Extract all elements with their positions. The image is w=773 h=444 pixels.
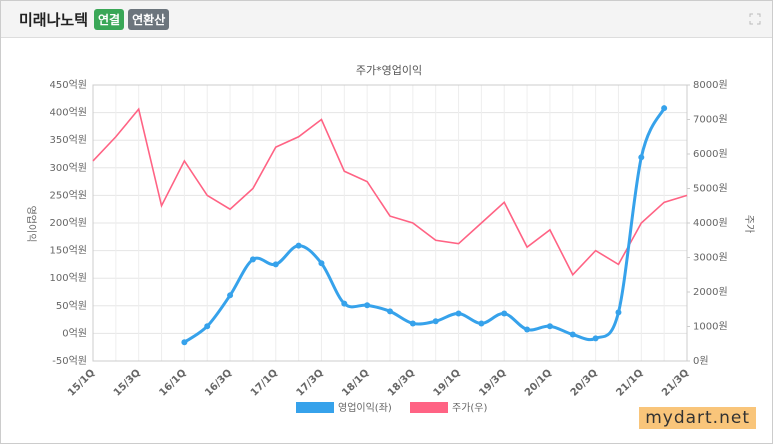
- point: [227, 292, 234, 299]
- y2-tick-label: 4000원: [693, 217, 728, 229]
- badge[interactable]: 연결: [94, 8, 125, 30]
- y-tick-label: 250억원: [50, 189, 88, 201]
- y2-tick-label: 3000원: [693, 252, 728, 264]
- chart: 주가*영업이익 영업이익 주가 -50억원 0억원 50억원 100억원 150억원 20…: [25, 64, 755, 414]
- legend-label: 주가(우): [452, 402, 488, 414]
- point: [318, 260, 325, 267]
- y2-tick-label: 6000원: [693, 148, 728, 160]
- point: [181, 339, 188, 346]
- watermark: mydart.net: [639, 407, 756, 429]
- expand-icon[interactable]: [749, 13, 761, 25]
- y2-tick-label: 7000원: [693, 114, 728, 126]
- x-tick-label: 17/3Q: [295, 367, 326, 398]
- series-line: [92, 107, 688, 277]
- y-tick-label: 0억원: [62, 327, 87, 339]
- x-tick-label: 19/1Q: [432, 367, 463, 398]
- x-tick-label: 21/1Q: [614, 367, 645, 398]
- y2-tick-label: 1000원: [693, 321, 728, 333]
- y-tick-label: 300억원: [50, 162, 88, 174]
- point: [615, 309, 622, 316]
- y-tick-label: 150억원: [50, 245, 88, 257]
- x-tick-label: 21/3Q: [660, 367, 691, 398]
- y-tick-label: 350억원: [50, 134, 88, 146]
- point: [364, 302, 371, 309]
- point: [569, 331, 576, 338]
- y2-tick-label: 8000원: [693, 79, 728, 91]
- header: 미래나노텍 연결 연환산: [1, 1, 772, 38]
- point: [295, 242, 302, 249]
- x-tick-label: 16/1Q: [157, 367, 188, 398]
- point: [501, 310, 508, 317]
- point: [592, 335, 599, 342]
- y-tick-label: -50억원: [52, 355, 87, 367]
- point: [638, 154, 645, 161]
- point: [409, 320, 416, 327]
- legend-swatch: [296, 402, 334, 413]
- x-tick-label: 16/3Q: [203, 367, 234, 398]
- point: [204, 323, 211, 330]
- y2-tick-label: 5000원: [693, 183, 728, 195]
- point: [455, 310, 462, 317]
- company-title: 미래나노텍: [19, 10, 89, 29]
- x-tick-label: 15/1Q: [66, 367, 97, 398]
- point: [661, 105, 668, 112]
- point: [272, 261, 279, 268]
- y-tick-label: 200억원: [50, 217, 88, 229]
- badge[interactable]: 연환산: [128, 8, 170, 30]
- y-tick-label: 100억원: [50, 272, 88, 284]
- x-tick-label: 19/3Q: [477, 367, 508, 398]
- x-tick-label: 18/3Q: [386, 367, 417, 398]
- point: [341, 300, 348, 307]
- point: [478, 320, 485, 327]
- y2-axis-title: 주가: [743, 215, 755, 233]
- plot-border: [92, 84, 688, 362]
- y-tick-label: 400억원: [50, 107, 88, 119]
- x-tick-label: 20/1Q: [523, 367, 554, 398]
- x-tick-label: 20/3Q: [569, 367, 600, 398]
- y2-tick-label: 0원: [693, 355, 709, 367]
- point: [546, 323, 553, 330]
- legend-label: 영업이익(좌): [338, 401, 392, 414]
- point: [387, 308, 393, 315]
- y2-tick-label: 2000원: [693, 286, 728, 298]
- series-line: [183, 107, 666, 344]
- x-tick-label: 18/1Q: [340, 367, 371, 398]
- y-tick-label: 450억원: [50, 79, 88, 91]
- point: [249, 256, 256, 263]
- y-axis-title: 영업이익: [25, 206, 38, 243]
- y-tick-label: 50억원: [56, 300, 87, 312]
- chart-title: 주가*영업이익: [356, 64, 422, 77]
- x-tick-label: 17/1Q: [249, 367, 280, 398]
- legend-swatch: [410, 402, 448, 413]
- point: [524, 326, 531, 333]
- point: [432, 318, 439, 325]
- x-tick-label: 15/3Q: [112, 367, 143, 398]
